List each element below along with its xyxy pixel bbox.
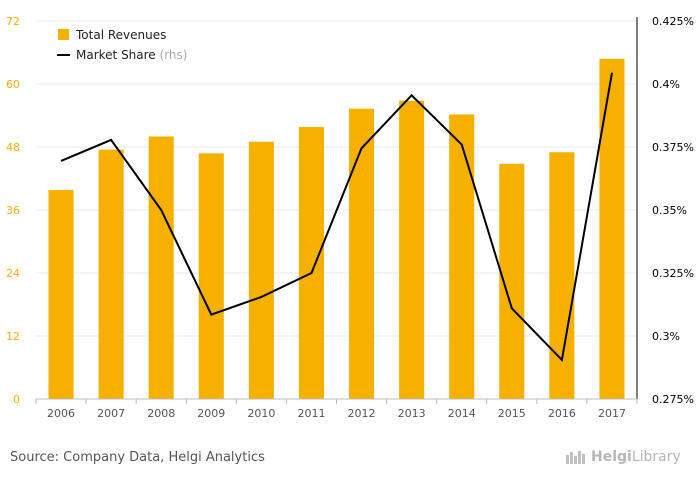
x-tick-label: 2010 xyxy=(247,407,275,420)
x-tick-label: 2009 xyxy=(197,407,225,420)
chart: 0 12 24 36 48 60 72 0.275% 0.3% 0.325% 0.35% 0.375%… xyxy=(6,15,694,420)
y-left-tick-label: 36 xyxy=(6,204,20,217)
logo-text-b: Library xyxy=(631,449,681,465)
bar-2012 xyxy=(349,108,375,400)
bar-2010 xyxy=(248,141,274,399)
y-right-tick-label: 0.3% xyxy=(652,330,680,343)
helgilibrary-logo: Helgi Library xyxy=(565,449,681,465)
y-right-tick-label: 0.4% xyxy=(652,78,680,91)
y-left-tick-label: 0 xyxy=(13,393,20,406)
bar-2007 xyxy=(98,149,124,399)
x-tick-label: 2017 xyxy=(598,407,626,420)
y-right-tick-label: 0.325% xyxy=(652,267,694,280)
x-tick-label: 2014 xyxy=(448,407,476,420)
y-left-tick-label: 12 xyxy=(6,330,20,343)
market-share-line xyxy=(60,72,613,363)
logo-text-a: Helgi xyxy=(591,449,632,465)
y-right-tick-label: 0.35% xyxy=(652,204,687,217)
y-left-tick-label: 60 xyxy=(6,78,20,91)
y-left-tick-label: 48 xyxy=(6,141,20,154)
x-tick-label: 2008 xyxy=(147,407,175,420)
x-tick-label: 2011 xyxy=(297,407,325,420)
y-right-tick-label: 0.275% xyxy=(652,393,694,406)
x-tick-label: 2007 xyxy=(97,407,125,420)
source-note: Source: Company Data, Helgi Analytics xyxy=(10,450,265,465)
bar-2011 xyxy=(298,127,324,400)
x-tick-label: 2016 xyxy=(548,407,576,420)
bar-2016 xyxy=(549,152,575,399)
bar-2006 xyxy=(48,190,74,399)
logo-icon xyxy=(566,451,585,464)
legend-label-total-revenues: Total Revenues xyxy=(75,28,166,42)
x-tick-label: 2015 xyxy=(498,407,526,420)
bar-2013 xyxy=(399,100,425,400)
bar-2017 xyxy=(599,58,625,400)
x-tick-label: 2006 xyxy=(47,407,75,420)
y-right-tick-label: 0.425% xyxy=(652,15,694,28)
bar-2014 xyxy=(449,114,475,399)
bar-2009 xyxy=(198,153,224,399)
x-tick-label: 2013 xyxy=(398,407,426,420)
bar-2008 xyxy=(148,136,174,399)
y-left-tick-label: 24 xyxy=(6,267,20,280)
legend-label-rhs: (rhs) xyxy=(160,48,188,62)
legend-swatch-total-revenues xyxy=(58,29,69,40)
y-left-tick-label: 72 xyxy=(6,15,20,28)
y-right-tick-label: 0.375% xyxy=(652,141,694,154)
legend-label-market-share: Market Share (rhs) xyxy=(76,48,187,62)
x-tick-label: 2012 xyxy=(348,407,376,420)
